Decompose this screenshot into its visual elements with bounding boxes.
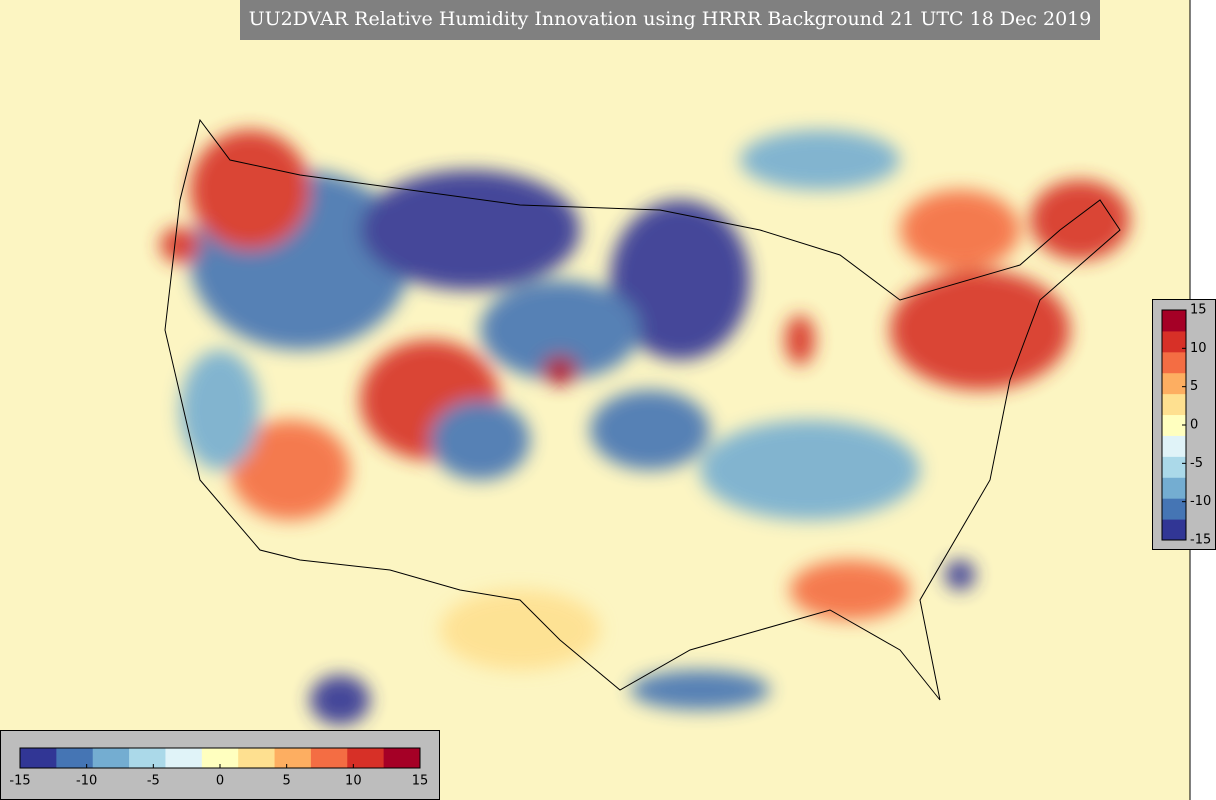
- colorbar-segment: [1162, 498, 1186, 520]
- colorbar-tick-label: 15: [1190, 303, 1207, 318]
- colorbar-segment: [1162, 519, 1186, 541]
- colorbar-segment: [347, 748, 385, 768]
- colorbar-tick-label: -10: [1190, 494, 1211, 509]
- colorbar-segment: [1162, 393, 1186, 416]
- humidity-field: [160, 130, 1130, 725]
- colorbar-tick-label: 0: [216, 774, 224, 789]
- colorbar-tick-label: 10: [345, 774, 362, 789]
- colorbar-tick-label: -15: [9, 774, 30, 789]
- colorbar-segment: [1162, 414, 1186, 436]
- colorbar-segment: [383, 748, 421, 768]
- colorbar-segment: [165, 748, 203, 768]
- colorbar-tick-label: -15: [1190, 533, 1211, 548]
- colorbar-segment: [310, 748, 348, 768]
- colorbar-segment: [1162, 330, 1186, 353]
- colorbar-tick-label: 5: [283, 774, 291, 789]
- colorbar-segment: [1162, 310, 1186, 332]
- colorbar-segment: [1162, 456, 1186, 478]
- colorbar-segment: [20, 748, 57, 768]
- colorbar-tick-label: -5: [1190, 456, 1203, 471]
- colorbar-segment: [238, 748, 276, 768]
- colorbar-tick-label: -10: [76, 774, 97, 789]
- title-box: [240, 0, 1100, 40]
- colorbar-segment: [201, 748, 239, 768]
- colorbar-segment: [56, 748, 94, 768]
- country-outline: [164, 118, 1121, 701]
- colorbar-tick-label: 0: [1190, 418, 1198, 433]
- colorbar-tick-label: 5: [1190, 379, 1198, 394]
- colorbar-segment: [129, 748, 166, 768]
- colorbar-segment: [1162, 435, 1186, 457]
- map-background: [0, 0, 1190, 800]
- colorbar-segment: [274, 748, 312, 768]
- colorbar-segment: [1162, 477, 1186, 499]
- map-title: UU2DVAR Relative Humidity Innovation usi…: [249, 8, 1092, 30]
- colorbar-segment: [1162, 372, 1186, 395]
- colorbar-segment: [92, 748, 130, 768]
- colorbar-tick-label: -5: [147, 774, 160, 789]
- colorbar-tick-label: 15: [412, 774, 429, 789]
- colorbar-segment: [1162, 351, 1186, 374]
- colorbar-tick-label: 10: [1190, 341, 1207, 356]
